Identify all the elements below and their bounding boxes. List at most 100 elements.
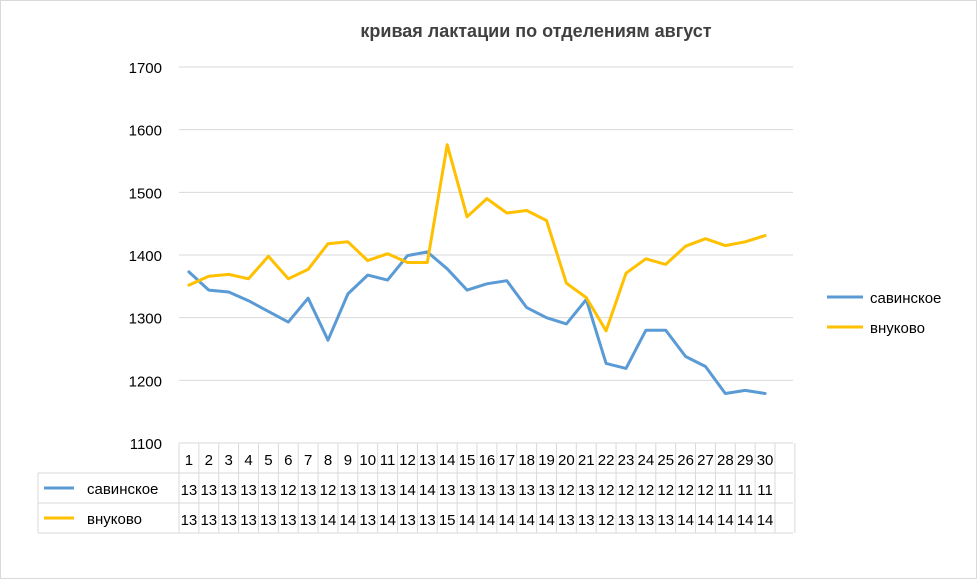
table-cell: 13 [439,482,456,499]
table-cell: 11 [737,482,753,499]
x-tick-label: 13 [419,452,436,469]
legend-label: савинское [870,290,941,307]
table-cell: 14 [320,512,337,529]
table-cell: 12 [598,512,615,529]
table-cell: 14 [697,512,714,529]
x-tick-label: 23 [618,452,635,469]
table-cell: 13 [220,482,237,499]
y-tick-label: 1500 [129,185,162,202]
table-cell: 13 [359,512,376,529]
table-cell: 14 [498,512,515,529]
table-cell: 12 [598,482,615,499]
table-cell: 12 [280,482,297,499]
table-cell: 13 [498,482,515,499]
table-cell: 13 [399,512,416,529]
x-tick-label: 18 [518,452,535,469]
x-tick-label: 6 [284,452,292,469]
x-tick-label: 28 [717,452,734,469]
x-tick-label: 16 [479,452,496,469]
table-cell: 13 [300,512,317,529]
x-tick-label: 24 [638,452,655,469]
table-cell: 14 [677,512,694,529]
table-cell: 11 [718,482,734,499]
table-cell: 13 [359,482,376,499]
table-cell: 14 [399,482,416,499]
x-tick-label: 12 [399,452,416,469]
table-cell: 15 [439,512,456,529]
table-cell: 13 [379,482,396,499]
y-tick-label: 1400 [129,248,162,265]
table-cell: 13 [240,482,257,499]
x-tick-label: 14 [439,452,456,469]
x-tick-label: 29 [737,452,754,469]
x-tick-label: 3 [224,452,232,469]
x-tick-label: 21 [578,452,595,469]
y-tick-label: 1700 [129,60,162,77]
x-tick-label: 10 [359,452,376,469]
table-cell: 13 [638,512,655,529]
x-tick-label: 27 [697,452,714,469]
series-line [187,143,767,333]
table-cell: 13 [260,482,277,499]
table-cell: 13 [558,512,575,529]
table-cell: 13 [657,512,674,529]
table-cell: 13 [578,512,595,529]
x-tick-label: 9 [344,452,352,469]
table-cell: 14 [717,512,734,529]
table-cell: 13 [220,512,237,529]
x-tick-label: 26 [677,452,694,469]
table-cell: 13 [280,512,297,529]
table-cell: 12 [558,482,575,499]
x-tick-label: 5 [264,452,272,469]
x-tick-label: 17 [498,452,515,469]
x-tick-label: 8 [324,452,332,469]
chart-title: кривая лактации по отделениям август [360,21,712,41]
table-cell: 14 [379,512,396,529]
table-cell: 13 [340,482,357,499]
table-cell: 11 [757,482,773,499]
table-cell: 13 [419,512,436,529]
y-tick-label: 1100 [130,436,162,453]
table-cell: 12 [677,482,694,499]
table-cell: 12 [697,482,714,499]
table-cell: 12 [638,482,655,499]
x-tick-label: 4 [244,452,252,469]
table-cell: 14 [479,512,496,529]
y-tick-label: 1300 [129,311,162,328]
y-tick-label: 1200 [129,373,162,390]
x-tick-label: 22 [598,452,615,469]
x-tick-label: 1 [185,452,193,469]
table-cell: 13 [618,512,635,529]
table-cell: 14 [459,512,476,529]
table-cell: 13 [181,512,198,529]
table-cell: 12 [657,482,674,499]
x-tick-label: 20 [558,452,575,469]
table-cell: 13 [240,512,257,529]
table-cell: 14 [737,512,754,529]
table-cell: 14 [340,512,357,529]
x-tick-label: 2 [205,452,213,469]
table-cell: 13 [479,482,496,499]
table-cell: 13 [260,512,277,529]
legend-label: внуково [870,320,925,337]
x-tick-label: 19 [538,452,555,469]
table-cell: 13 [538,482,555,499]
table-cell: 12 [618,482,635,499]
x-tick-label: 25 [657,452,674,469]
x-tick-label: 7 [304,452,312,469]
table-cell: 13 [518,482,535,499]
table-series-name: савинское [87,481,158,498]
table-cell: 14 [518,512,535,529]
table-cell: 13 [200,482,217,499]
table-cell: 13 [181,482,198,499]
table-cell: 13 [459,482,476,499]
table-cell: 13 [300,482,317,499]
table-series-name: внуково [87,511,142,528]
x-tick-label: 11 [380,452,396,469]
x-tick-label: 30 [757,452,774,469]
table-cell: 13 [200,512,217,529]
x-tick-label: 15 [459,452,476,469]
table-cell: 13 [578,482,595,499]
